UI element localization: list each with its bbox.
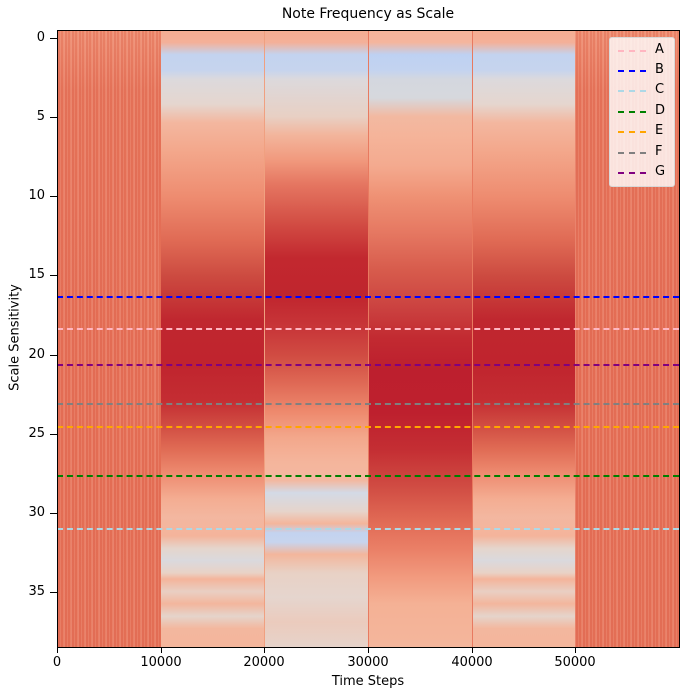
- noise-texture: [57, 30, 161, 647]
- chart-title: Note Frequency as Scale: [281, 6, 455, 22]
- legend-dash-icon: [618, 131, 646, 133]
- legend-item-D: D: [618, 103, 674, 119]
- hline-C: [57, 528, 679, 530]
- x-tick: [368, 647, 369, 653]
- y-tick-label: 25: [28, 426, 45, 441]
- y-tick-label: 0: [36, 30, 45, 45]
- y-tick: [50, 355, 57, 356]
- heatmap-segment-3: [368, 30, 473, 647]
- hline-A: [57, 328, 679, 330]
- heatmap-segment-1: [161, 30, 264, 647]
- legend-item-G: G: [618, 164, 674, 180]
- legend-dash-icon: [618, 50, 646, 52]
- x-axis-title: Time Steps: [331, 674, 405, 689]
- heatmap-segment-2: [264, 30, 369, 647]
- x-tick: [161, 647, 162, 653]
- y-tick: [50, 117, 57, 118]
- x-tick-label: 20000: [243, 655, 285, 670]
- x-tick-label: 10000: [140, 655, 182, 670]
- hline-D: [57, 475, 679, 477]
- y-tick-label: 15: [28, 267, 45, 282]
- legend-item-F: F: [618, 144, 674, 160]
- heatmap-segment-4: [472, 30, 576, 647]
- heatmap-segment-0: [57, 30, 161, 647]
- legend-label: G: [655, 164, 666, 179]
- legend-label: B: [655, 62, 664, 77]
- hline-G: [57, 364, 679, 366]
- legend-dash-icon: [618, 90, 646, 92]
- y-tick-label: 30: [28, 505, 45, 520]
- x-tick: [57, 647, 58, 653]
- y-tick: [50, 196, 57, 197]
- legend-dash-icon: [618, 111, 646, 113]
- legend-label: E: [655, 123, 664, 138]
- x-tick-label: 30000: [347, 655, 389, 670]
- x-tick: [575, 647, 576, 653]
- y-tick-label: 35: [28, 584, 45, 599]
- legend-item-B: B: [618, 62, 674, 78]
- x-tick-label: 0: [52, 655, 62, 670]
- legend-dash-icon: [618, 70, 646, 72]
- legend-label: C: [655, 82, 665, 97]
- hline-B: [57, 296, 679, 298]
- hline-E: [57, 426, 679, 428]
- y-tick: [50, 513, 57, 514]
- legend-dash-icon: [618, 152, 646, 154]
- legend: A B C D E F G: [609, 37, 675, 187]
- y-tick: [50, 38, 57, 39]
- legend-item-A: A: [618, 42, 674, 58]
- x-tick: [472, 647, 473, 653]
- legend-label: F: [655, 144, 663, 159]
- legend-label: A: [655, 42, 664, 57]
- x-tick-label: 50000: [554, 655, 596, 670]
- x-tick: [264, 647, 265, 653]
- legend-dash-icon: [618, 172, 646, 174]
- y-tick: [50, 434, 57, 435]
- hline-F: [57, 403, 679, 405]
- x-tick-label: 40000: [451, 655, 493, 670]
- legend-item-C: C: [618, 82, 674, 98]
- y-axis-title: Scale Sensitivity: [7, 284, 23, 391]
- y-tick-label: 20: [28, 347, 45, 362]
- y-tick-label: 5: [36, 109, 45, 124]
- legend-label: D: [655, 103, 666, 118]
- y-tick: [50, 592, 57, 593]
- y-tick: [50, 275, 57, 276]
- legend-item-E: E: [618, 123, 674, 139]
- heatmap-plot-area: [57, 30, 679, 647]
- y-tick-label: 10: [28, 188, 45, 203]
